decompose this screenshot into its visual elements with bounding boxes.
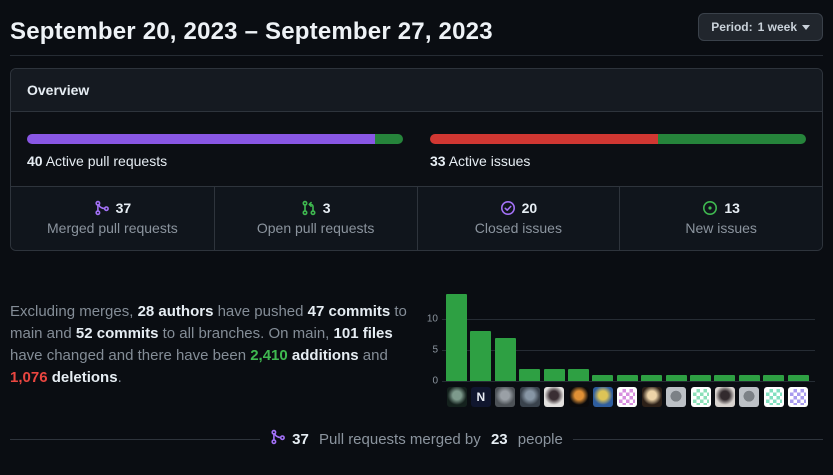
period-dropdown-button[interactable]: Period: 1 week xyxy=(698,13,823,41)
y-tick-label: 5 xyxy=(432,344,438,356)
stat-card-new-issues[interactable]: 13 New issues xyxy=(619,187,822,250)
stat-label: Merged pull requests xyxy=(47,220,178,236)
issues-progress-bar[interactable] xyxy=(430,134,806,144)
chart-bar xyxy=(763,374,785,381)
contributor-avatar[interactable] xyxy=(617,387,638,407)
contributor-avatar[interactable]: N xyxy=(470,387,491,407)
git-pull-request-icon xyxy=(301,200,317,216)
chart-bar xyxy=(641,374,663,381)
contributions-bar-chart: 0 5 10 N xyxy=(424,251,823,411)
overview-card: Overview 40 Active pull requests 33 Acti… xyxy=(10,68,823,251)
active-pull-requests-block: 40 Active pull requests xyxy=(27,134,403,169)
progress-segment-closed xyxy=(430,134,658,144)
stat-card-open-pull-requests[interactable]: 3 Open pull requests xyxy=(213,187,417,250)
contributor-avatar[interactable] xyxy=(592,387,613,407)
git-merge-icon xyxy=(270,429,286,449)
progress-segment-merged xyxy=(27,134,375,144)
chart-bar xyxy=(568,368,589,381)
stat-value: 3 xyxy=(322,200,331,216)
contributor-avatar[interactable] xyxy=(690,387,711,407)
overview-card-header: Overview xyxy=(11,69,822,112)
progress-segment-open xyxy=(374,134,403,144)
overview-progress-section: 40 Active pull requests 33 Active issues xyxy=(11,112,822,186)
overview-title: Overview xyxy=(27,82,90,98)
header-divider xyxy=(10,55,823,56)
chart-bar xyxy=(519,368,541,381)
progress-segment-new xyxy=(657,134,806,144)
main-content: Excluding merges, 28 authors have pushed… xyxy=(10,251,823,463)
stat-card-closed-issues[interactable]: 20 Closed issues xyxy=(416,187,620,250)
chart-bar xyxy=(665,374,687,381)
divider-line-right xyxy=(572,438,823,440)
issue-opened-icon xyxy=(702,200,718,216)
gridline-y10 xyxy=(442,319,815,320)
chart-bar xyxy=(446,294,467,381)
chart-bar xyxy=(738,374,760,381)
git-merge-icon xyxy=(94,200,110,216)
chart-bar xyxy=(787,374,809,381)
contributor-avatar[interactable] xyxy=(544,387,565,407)
active-issues-label: 33 Active issues xyxy=(430,153,531,169)
chart-bar xyxy=(592,374,614,381)
gridline-y0 xyxy=(442,381,815,382)
y-tick-label: 10 xyxy=(426,313,438,325)
chevron-down-icon xyxy=(802,24,810,30)
issue-closed-icon xyxy=(500,200,516,216)
contributor-avatar[interactable] xyxy=(714,387,735,407)
chart-bar xyxy=(543,368,565,381)
stat-card-merged-pull-requests[interactable]: 37 Merged pull requests xyxy=(11,187,214,250)
y-tick-label: 0 xyxy=(432,375,438,387)
contributor-avatar[interactable] xyxy=(519,387,540,407)
contributor-avatar[interactable] xyxy=(788,387,809,407)
stat-label: Closed issues xyxy=(474,220,562,236)
stat-label: Open pull requests xyxy=(256,220,375,236)
stat-value: 13 xyxy=(724,200,740,216)
activity-summary-text: Excluding merges, 28 authors have pushed… xyxy=(10,303,407,386)
active-pull-requests-label: 40 Active pull requests xyxy=(27,153,168,169)
merged-by-summary: 37 Pull requests merged by 23 people xyxy=(270,429,563,449)
gridline-y5 xyxy=(442,350,815,351)
contributor-avatar[interactable] xyxy=(446,387,467,407)
divider-line-left xyxy=(10,438,261,440)
contributor-avatar[interactable] xyxy=(641,387,662,407)
contributor-avatar[interactable] xyxy=(739,387,760,407)
contributor-avatar[interactable] xyxy=(763,387,784,407)
page-header: September 20, 2023 – September 27, 2023 … xyxy=(0,0,833,48)
contributor-avatar[interactable] xyxy=(495,387,516,407)
active-issues-block: 33 Active issues xyxy=(430,134,806,169)
chart-bar xyxy=(690,374,711,381)
page-title: September 20, 2023 – September 27, 2023 xyxy=(10,18,493,45)
overview-stats-row: 37 Merged pull requests 3 Open pull request… xyxy=(11,186,822,250)
chart-bar xyxy=(616,374,638,381)
contributor-avatar[interactable] xyxy=(666,387,687,407)
chart-bar xyxy=(494,337,516,381)
pull-requests-progress-bar[interactable] xyxy=(27,134,403,144)
merged-by-divider: 37 Pull requests merged by 23 people xyxy=(10,429,823,449)
contributor-avatar[interactable] xyxy=(568,387,589,407)
stat-value: 20 xyxy=(521,200,538,216)
stat-value: 37 xyxy=(115,200,132,216)
period-prefix: Period: xyxy=(711,20,753,34)
chart-bar xyxy=(470,331,492,381)
period-value: 1 week xyxy=(757,20,797,34)
stat-label: New issues xyxy=(685,220,757,236)
chart-bar xyxy=(714,374,736,381)
